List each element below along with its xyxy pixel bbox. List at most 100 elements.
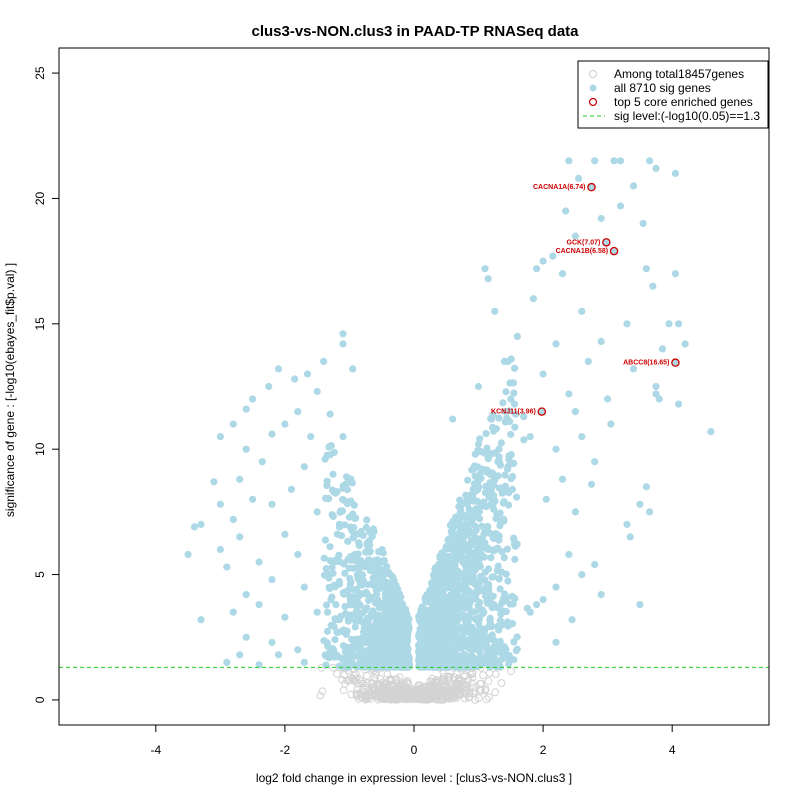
sig-gene-point: [459, 596, 468, 604]
nonsig-gene-point: [355, 675, 364, 684]
sig-gene-point: [461, 583, 469, 591]
sig-gene-point: [339, 340, 347, 348]
sig-gene-point: [351, 514, 359, 523]
y-tick-label: 25: [33, 66, 47, 80]
sig-gene-point: [320, 357, 328, 365]
x-axis-label: log2 fold change in expression level : […: [256, 771, 572, 785]
sig-gene-point: [268, 638, 276, 646]
sig-gene-point: [439, 586, 447, 594]
sig-gene-point: [373, 590, 381, 599]
sig-gene-point: [255, 601, 263, 609]
sig-gene-point: [495, 445, 503, 453]
sig-gene-point: [236, 533, 244, 541]
nonsig-gene-point: [347, 690, 356, 699]
sig-gene-point: [331, 636, 339, 644]
sig-gene-point: [533, 601, 541, 609]
sig-gene-point: [496, 522, 504, 530]
nonsig-gene-point: [476, 679, 485, 688]
sig-gene-point: [470, 661, 478, 669]
sig-gene-point: [505, 452, 513, 460]
sig-gene-point: [485, 593, 493, 601]
sig-gene-point: [323, 477, 331, 485]
sig-gene-point: [333, 651, 341, 659]
sig-gene-point: [363, 633, 371, 641]
legend-box: [577, 60, 769, 129]
sig-gene-point: [510, 400, 519, 408]
sig-gene-point: [507, 430, 515, 439]
sig-gene-point: [428, 632, 436, 640]
sig-gene-point: [372, 556, 380, 564]
sig-gene-point: [476, 470, 484, 478]
sig-gene-point: [552, 583, 560, 591]
sig-gene-point: [479, 658, 488, 666]
sig-gene-point: [375, 604, 383, 612]
sig-gene-point: [495, 484, 503, 492]
sig-gene-point: [322, 565, 330, 573]
sig-gene-point: [440, 627, 448, 635]
sig-gene-point: [506, 379, 514, 387]
sig-gene-point: [324, 608, 332, 616]
nonsig-gene-point: [352, 691, 361, 699]
nonsig-gene-point: [353, 685, 362, 694]
sig-gene-point: [249, 495, 257, 503]
sig-gene-point: [449, 524, 457, 532]
sig-gene-point: [339, 656, 347, 664]
sig-gene-point: [472, 615, 480, 623]
nonsig-gene-point: [367, 691, 376, 700]
sig-gene-point: [444, 561, 452, 569]
sig-gene-point: [404, 627, 412, 635]
legend-total-label: Among total18457genes: [614, 67, 744, 81]
sig-gene-point: [482, 430, 490, 438]
sig-gene-point: [476, 515, 484, 523]
sig-gene-point: [526, 433, 534, 441]
sig-gene-point: [229, 420, 237, 428]
sig-gene-point: [303, 370, 312, 378]
sig-gene-point: [487, 554, 495, 562]
sig-gene-point: [339, 589, 347, 597]
sig-gene-point: [321, 536, 329, 544]
x-tick-label: 4: [669, 743, 676, 757]
sig-gene-point: [348, 635, 356, 643]
sig-gene-point: [404, 645, 412, 653]
legend-threshold-label: sig level:(-log10(0.05)==1.3: [614, 109, 760, 123]
sig-gene-point: [268, 500, 276, 508]
legend-sig-label: all 8710 sig genes: [614, 81, 711, 95]
nonsig-gene-point: [447, 685, 455, 694]
sig-gene-point: [433, 582, 441, 591]
sig-gene-point: [323, 627, 332, 635]
sig-gene-point: [448, 636, 456, 644]
nonsig-gene-point: [362, 683, 371, 692]
sig-gene-point: [320, 554, 328, 562]
sig-gene-point: [353, 662, 361, 670]
sig-gene-point: [347, 578, 355, 586]
sig-gene-point: [658, 345, 667, 353]
sig-gene-point: [470, 640, 478, 649]
sig-gene-point: [504, 577, 512, 585]
sig-gene-point: [366, 547, 374, 556]
sig-gene-point: [503, 465, 512, 473]
sig-gene-point: [435, 663, 443, 671]
sig-gene-point: [229, 515, 237, 524]
sig-gene-point: [510, 389, 518, 397]
sig-gene-point: [476, 435, 484, 443]
sig-gene-point: [402, 612, 410, 621]
sig-gene-point: [335, 577, 343, 586]
nonsig-gene-point: [412, 693, 421, 701]
sig-gene-point: [325, 443, 333, 451]
sig-gene-point: [539, 370, 547, 378]
sig-gene-point: [655, 395, 663, 403]
sig-gene-point: [494, 472, 502, 480]
sig-gene-point: [268, 430, 276, 438]
sig-gene-point: [457, 526, 465, 534]
sig-gene-point: [354, 564, 362, 572]
sig-gene-point: [454, 567, 462, 575]
sig-gene-point: [474, 440, 483, 448]
sig-gene-point: [571, 232, 580, 240]
sig-gene-point: [549, 252, 557, 260]
sig-gene-point: [340, 663, 348, 671]
sig-gene-point: [529, 295, 538, 303]
nonsig-gene-point: [333, 669, 341, 678]
sig-gene-point: [478, 522, 486, 530]
nonsig-gene-point: [392, 675, 401, 684]
